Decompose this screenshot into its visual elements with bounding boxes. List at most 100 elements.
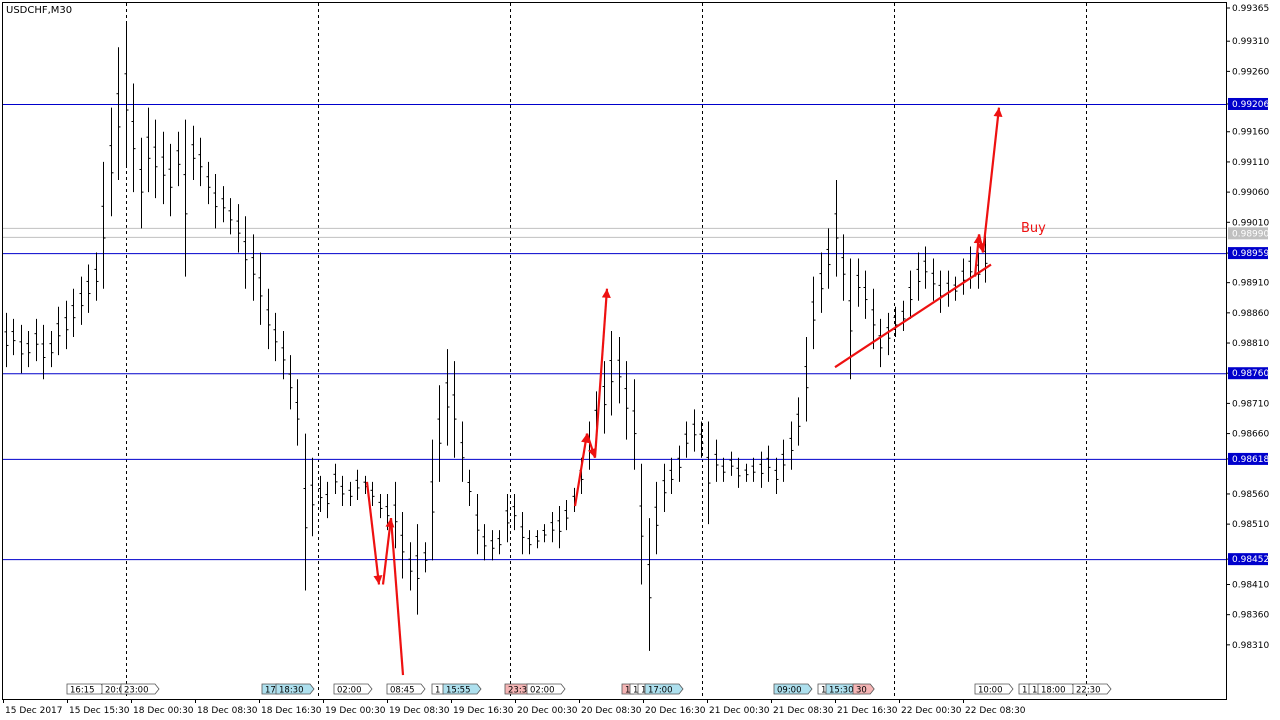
event-marker [386, 683, 426, 695]
time-axis-label: 20 Dec 16:30 [645, 706, 706, 716]
level-price-label: 0.98452 [1232, 555, 1269, 565]
price-axis-label: 0.98560 [1232, 490, 1269, 500]
event-marker-label: 09:00 [777, 686, 802, 696]
time-axis-label: 15 Dec 2017 [5, 706, 63, 716]
event-marker [275, 683, 315, 695]
event-marker-label: 18:00 [1041, 686, 1066, 696]
price-axis-label: 0.98860 [1232, 309, 1269, 319]
time-axis-label: 15 Dec 15:30 [69, 706, 130, 716]
vertical-grid [126, 3, 1087, 699]
event-marker-label: 1 [435, 686, 440, 696]
level-price-label-bg [1228, 553, 1268, 566]
current-price-label-bg [1228, 227, 1268, 240]
trend-arrow-line [389, 518, 405, 676]
event-marker-label: 20:0 [105, 686, 124, 696]
price-axis-label: 0.99310 [1232, 37, 1269, 47]
trend-arrow-line [834, 263, 992, 369]
level-price-label-bg [1228, 367, 1268, 380]
trend-arrow-line [981, 107, 1001, 253]
time-axis-label: 19 Dec 16:30 [453, 706, 514, 716]
price-bars [4, 23, 988, 651]
price-axis-label: 0.98310 [1232, 641, 1269, 651]
event-marker-label: 02:00 [530, 686, 555, 696]
event-marker-label: 08:45 [390, 686, 415, 696]
time-axis-label: 22 Dec 00:30 [901, 706, 962, 716]
time-axis-label: 21 Dec 00:30 [709, 706, 770, 716]
event-marker-label: 02:00 [337, 686, 362, 696]
current-price-label: 0.98990 [1232, 229, 1269, 239]
event-marker-label: 1 [641, 686, 646, 696]
event-marker [852, 683, 875, 695]
time-axis-label: 19 Dec 00:30 [325, 706, 386, 716]
price-axis-label: 0.98910 [1232, 279, 1269, 289]
event-marker [1072, 683, 1112, 695]
level-price-label-bg [1228, 452, 1268, 465]
event-marker-label: 15:30 [829, 686, 854, 696]
price-axis-label: 0.98660 [1232, 430, 1269, 440]
event-marker [974, 683, 1014, 695]
event-marker-label: 10:00 [978, 686, 1003, 696]
event-marker-label: 17 [265, 686, 276, 696]
price-axis-label: 0.98410 [1232, 580, 1269, 590]
price-axis-label: 0.99260 [1232, 67, 1269, 77]
event-marker [120, 683, 160, 695]
trend-arrow-head [993, 107, 1003, 118]
event-marker [773, 683, 813, 695]
trend-arrow-line [365, 481, 381, 585]
price-axis-label: 0.98360 [1232, 611, 1269, 621]
time-axis-label: 18 Dec 08:30 [197, 706, 258, 716]
time-axis-label: 20 Dec 00:30 [517, 706, 578, 716]
price-axis-label: 0.99110 [1232, 158, 1269, 168]
trend-arrow-head [373, 575, 383, 585]
price-axis-label: 0.99160 [1232, 128, 1269, 138]
time-axis: 15 Dec 2017 15 Dec 15:30 18 Dec 00:30 18 De… [3, 699, 1026, 716]
event-marker-label: 1 [625, 686, 630, 696]
trend-arrow-line [593, 288, 609, 458]
event-marker-label: 22:30 [1076, 686, 1101, 696]
buy-annotation: Buy [1021, 221, 1046, 236]
event-marker-label: 1 [633, 686, 638, 696]
chart-frame [2, 2, 1227, 700]
level-price-label-bg [1228, 247, 1268, 260]
level-price-label-bg [1228, 97, 1268, 110]
event-marker-label: 23:3 [508, 686, 527, 696]
price-axis-label: 0.98810 [1232, 339, 1269, 349]
trend-arrow-line [381, 517, 393, 585]
event-marker-label: 30 [856, 686, 867, 696]
symbol-label: USDCHF,M30 [6, 5, 72, 16]
event-marker-label: 1 [1022, 686, 1027, 696]
event-marker-label: 15:55 [446, 686, 471, 696]
trend-arrow-line [573, 433, 589, 507]
price-axis-label: 0.99010 [1232, 218, 1269, 228]
event-marker-label: 17:00 [648, 686, 673, 696]
level-price-label: 0.99206 [1232, 100, 1269, 110]
drawn-arrows[interactable] [365, 107, 1003, 676]
level-price-label: 0.98959 [1232, 249, 1269, 259]
event-marker-label: 23:00 [124, 686, 149, 696]
trend-arrow-head [581, 433, 590, 444]
time-axis-label: 21 Dec 16:30 [837, 706, 898, 716]
event-marker-label: 18:30 [279, 686, 304, 696]
time-axis-label: 19 Dec 08:30 [389, 706, 450, 716]
event-marker [526, 683, 566, 695]
level-price-label: 0.98760 [1232, 369, 1269, 379]
horizontal-levels[interactable] [3, 103, 1226, 561]
event-marker [644, 683, 684, 695]
price-axis: 0.99365 0.99310 0.99260 0.99206 0.99160 0.991… [1226, 4, 1269, 651]
time-axis-label: 20 Dec 08:30 [581, 706, 642, 716]
time-axis-label: 18 Dec 16:30 [261, 706, 322, 716]
event-marker [333, 683, 373, 695]
event-marker-label: 1 [1032, 686, 1037, 696]
event-marker-label: 16:15 [70, 686, 95, 696]
level-price-label: 0.98618 [1232, 455, 1269, 465]
price-axis-label: 0.98710 [1232, 399, 1269, 409]
event-marker-label: 1 [821, 686, 826, 696]
event-markers[interactable]: 16:15 20:0 23:00 17 18:30 02:00 08:45 1 15:55 23:… [66, 683, 1112, 696]
price-axis-label: 0.99365 [1232, 4, 1269, 14]
price-axis-label: 0.99060 [1232, 188, 1269, 198]
time-axis-label: 21 Dec 08:30 [773, 706, 834, 716]
price-axis-label: 0.98510 [1232, 520, 1269, 530]
time-axis-label: 22 Dec 08:30 [965, 706, 1026, 716]
event-marker [442, 683, 482, 695]
